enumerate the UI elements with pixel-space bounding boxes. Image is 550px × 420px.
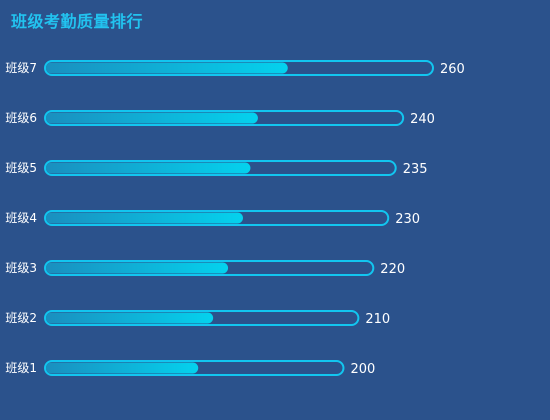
bar-track xyxy=(44,160,397,176)
value-label: 235 xyxy=(403,162,428,177)
bar-fill xyxy=(46,362,199,374)
value-label: 230 xyxy=(395,212,420,227)
bar-track xyxy=(44,110,405,126)
value-label: 240 xyxy=(410,112,435,127)
bar-fill xyxy=(46,312,214,324)
bar-track xyxy=(44,60,434,76)
bar-track xyxy=(44,210,390,226)
category-label: 班级3 xyxy=(5,261,37,275)
bar-track xyxy=(44,360,345,376)
value-label: 200 xyxy=(350,362,375,377)
bar-fill xyxy=(46,112,258,124)
bar-fill xyxy=(46,62,288,74)
category-label: 班级2 xyxy=(5,311,37,325)
category-label: 班级4 xyxy=(5,211,37,225)
bar-fill xyxy=(46,162,251,174)
chart-title: 班级考勤质量排行 xyxy=(11,12,144,31)
bar-track xyxy=(44,310,360,326)
bar-fill xyxy=(46,262,229,274)
value-label: 260 xyxy=(440,62,465,77)
category-label: 班级7 xyxy=(5,61,37,75)
category-label: 班级5 xyxy=(5,161,37,175)
value-label: 220 xyxy=(380,262,405,277)
bar-fill xyxy=(46,212,243,224)
category-label: 班级6 xyxy=(5,111,37,125)
category-label: 班级1 xyxy=(5,361,37,375)
value-label: 210 xyxy=(365,312,390,327)
bar-track xyxy=(44,260,375,276)
